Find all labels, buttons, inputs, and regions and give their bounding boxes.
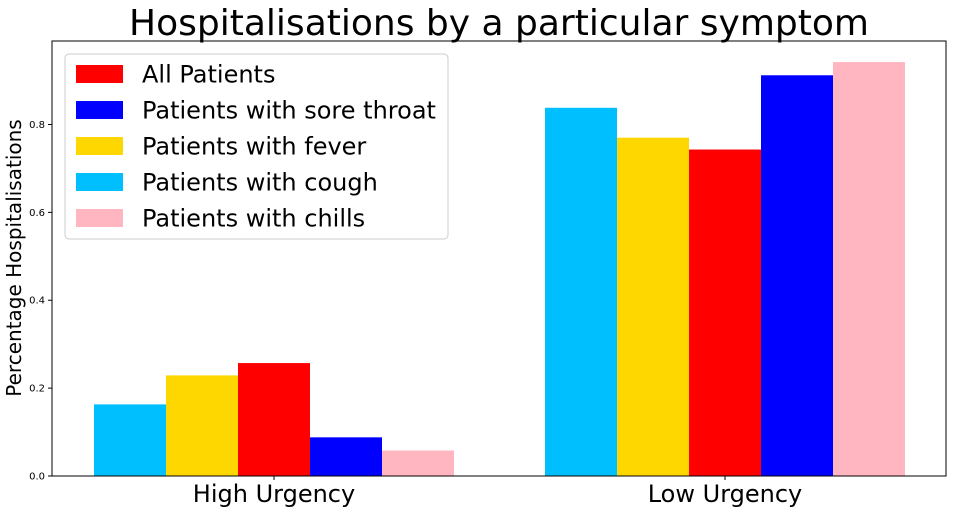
- bar-patients-with-chills-high-urgency: [382, 450, 454, 476]
- bars-group: [94, 62, 905, 477]
- legend-label: All Patients: [142, 61, 275, 89]
- chart-title: Hospitalisations by a particular symptom: [129, 3, 869, 44]
- legend-label: Patients with sore throat: [142, 97, 436, 125]
- bar-all-patients-low-urgency: [689, 149, 761, 476]
- y-tick-label: 0.0: [29, 472, 45, 483]
- legend-swatch: [76, 137, 123, 155]
- legend-swatch: [76, 173, 123, 191]
- bar-all-patients-high-urgency: [238, 363, 310, 476]
- bar-patients-with-cough-low-urgency: [545, 107, 617, 477]
- x-tick-label: High Urgency: [193, 480, 355, 508]
- bar-patients-with-sore-throat-high-urgency: [310, 437, 382, 476]
- legend-swatch: [76, 65, 123, 83]
- bar-patients-with-fever-low-urgency: [617, 137, 689, 476]
- y-tick-label: 0.4: [29, 296, 45, 307]
- bar-patients-with-chills-low-urgency: [833, 62, 905, 476]
- x-tick-label: Low Urgency: [648, 480, 803, 508]
- bar-patients-with-cough-high-urgency: [94, 404, 166, 476]
- y-tick-label: 0.2: [29, 384, 45, 395]
- legend-label: Patients with chills: [142, 205, 365, 233]
- bar-patients-with-sore-throat-low-urgency: [761, 75, 833, 476]
- legend-label: Patients with cough: [142, 169, 378, 197]
- legend: All Patients Patients with sore throat Pat…: [64, 53, 449, 240]
- legend-label: Patients with fever: [142, 133, 366, 161]
- y-tick-label: 0.6: [29, 208, 45, 219]
- legend-swatch: [76, 209, 123, 227]
- bar-patients-with-fever-high-urgency: [166, 375, 238, 476]
- y-ticks: 0.0 0.2 0.4 0.6 0.8: [29, 120, 52, 483]
- plot-area-frame: [51, 40, 947, 477]
- legend-swatch: [76, 101, 123, 119]
- y-axis-label: Percentage Hospitalisations: [2, 119, 26, 396]
- legend-box: [64, 53, 449, 240]
- x-ticks: High Urgency Low Urgency: [193, 476, 802, 508]
- y-tick-label: 0.8: [29, 120, 45, 131]
